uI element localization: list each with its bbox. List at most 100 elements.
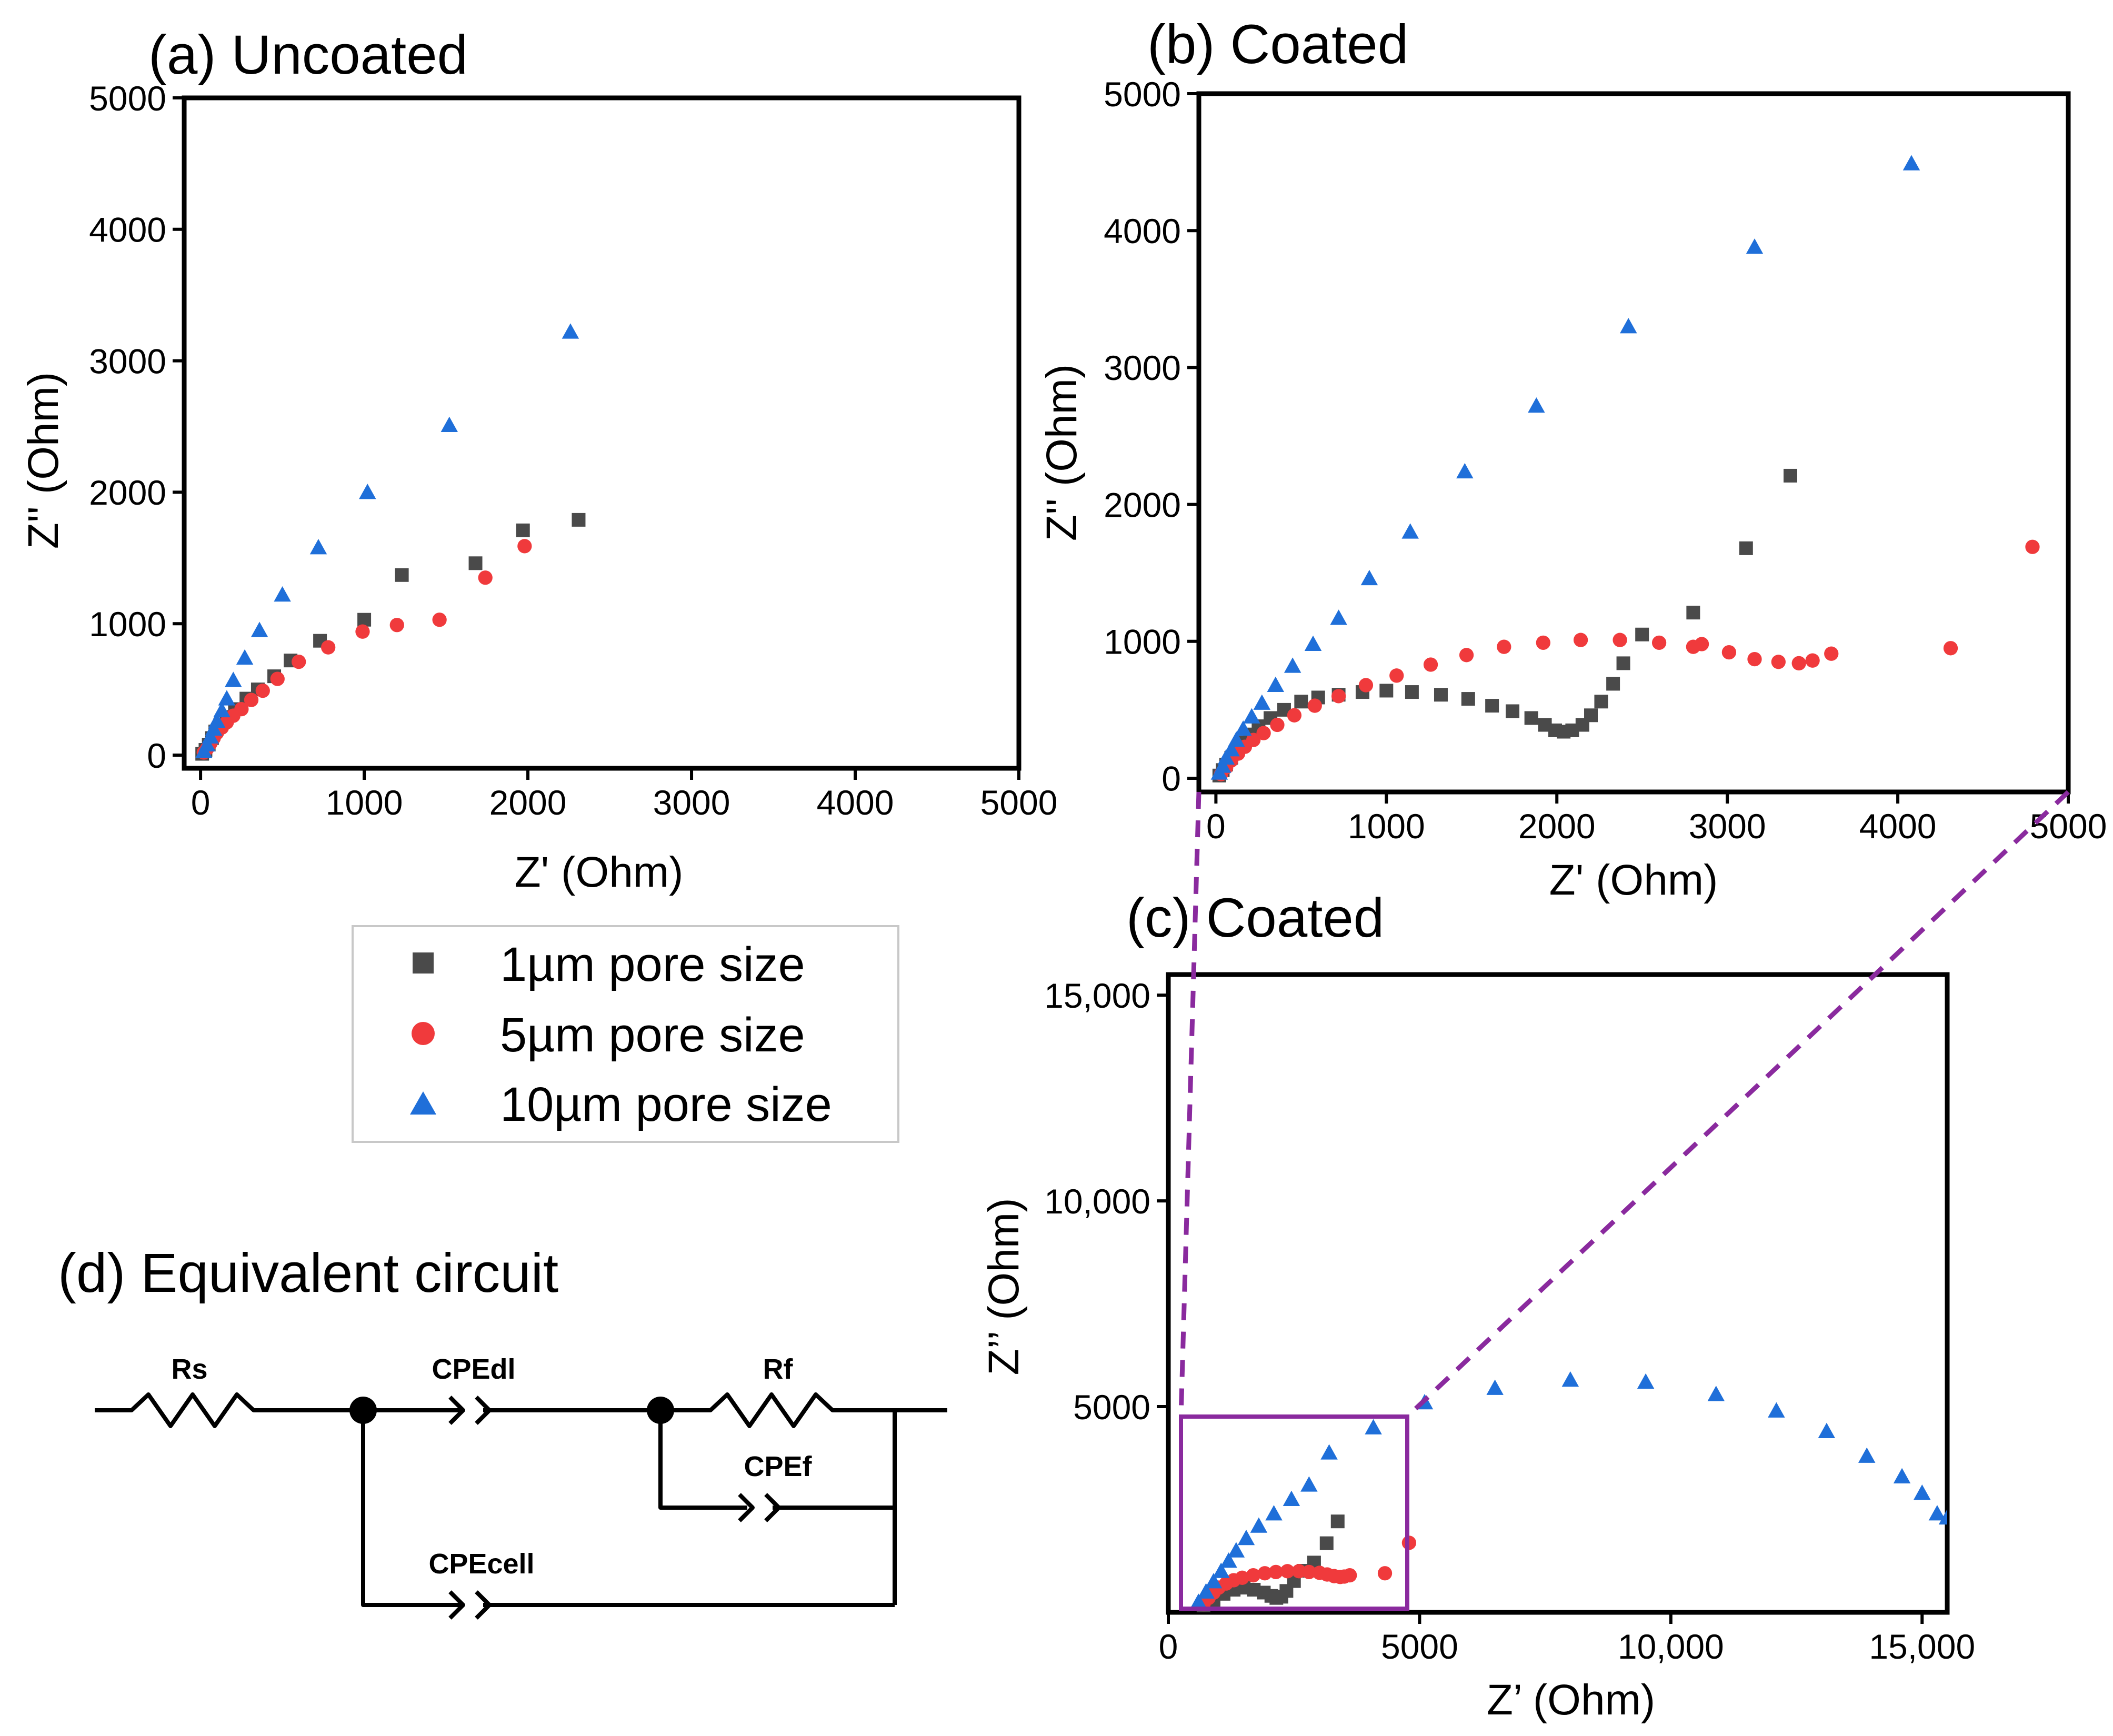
- data-point-square: [1686, 606, 1700, 620]
- y-tick-label: 3000: [89, 342, 166, 380]
- data-point-triangle: [1220, 1552, 1237, 1568]
- resistor-rs: [95, 1392, 363, 1428]
- data-point-square: [516, 523, 530, 537]
- y-tick-label: 5000: [1104, 75, 1181, 114]
- data-point-circle: [1307, 698, 1322, 713]
- data-point-circle: [389, 618, 404, 633]
- data-point-circle: [1824, 646, 1839, 661]
- data-point-triangle: [1707, 1386, 1725, 1401]
- data-point-triangle: [1213, 1562, 1230, 1578]
- resistor-rf: [660, 1392, 947, 1428]
- panel-b-points: [1210, 155, 2040, 782]
- data-point-triangle: [1620, 318, 1637, 334]
- data-point-circle: [255, 683, 270, 698]
- panel-b-coated: (b) Coated 0 1000 2000 3000 4000 5000 0 1000 200…: [1038, 14, 2107, 904]
- panel-b-ticks: 0 1000 2000 3000 4000 5000 0 1000 2000 3000 4000 50…: [1104, 75, 2107, 846]
- panel-b-xlabel: Z' (Ohm): [1549, 856, 1718, 904]
- data-point-triangle: [1561, 1371, 1579, 1387]
- legend-label-1um: 1µm pore size: [500, 938, 805, 991]
- data-point-circle: [1358, 678, 1374, 693]
- data-point-circle: [1613, 633, 1627, 647]
- data-point-circle: [2025, 539, 2040, 554]
- data-point-triangle: [1304, 635, 1322, 651]
- data-point-circle: [1791, 656, 1806, 671]
- zoom-box: [1179, 1414, 1409, 1611]
- data-point-triangle: [274, 586, 291, 602]
- wire-cpecell-left: [361, 1410, 460, 1607]
- y-tick-label: 5000: [89, 79, 166, 118]
- data-point-triangle: [1227, 1542, 1245, 1558]
- data-point-triangle: [1401, 523, 1419, 539]
- x-tick-label: 0: [1159, 1627, 1178, 1666]
- panel-b-frame: [1196, 91, 2071, 795]
- x-tick-label: 2000: [1518, 807, 1596, 846]
- data-point-square: [1379, 684, 1394, 698]
- data-point-triangle: [225, 671, 242, 687]
- y-tick-label: 0: [147, 736, 166, 775]
- data-point-triangle: [1330, 609, 1347, 625]
- data-point-circle: [1268, 1564, 1283, 1580]
- x-tick-label: 5000: [980, 783, 1058, 822]
- x-tick-label: 3000: [653, 783, 730, 822]
- panel-c-xlabel: Z’ (Ohm): [1487, 1676, 1655, 1724]
- panel-c-ylabel: Z’’ (Ohm): [980, 1198, 1028, 1375]
- data-point-circle: [1246, 1568, 1261, 1583]
- data-point-circle: [355, 624, 370, 639]
- data-point-triangle: [359, 484, 376, 499]
- panel-a-points: [195, 323, 586, 761]
- data-point-square: [1330, 1514, 1345, 1529]
- data-point-triangle: [1237, 1530, 1255, 1546]
- data-point-triangle: [218, 690, 236, 706]
- data-point-triangle: [1928, 1505, 1946, 1521]
- panel-a-uncoated: (a) Uncoated 0 1000 2000 3000 4000 5000 0 1000 2…: [19, 24, 1057, 896]
- data-point-circle: [1459, 648, 1474, 663]
- x-tick-label: 1000: [1348, 807, 1425, 846]
- data-point-circle: [292, 655, 306, 669]
- data-point-triangle: [1190, 1593, 1207, 1609]
- data-point-triangle: [1456, 463, 1474, 479]
- panel-c-coated: (c) Coated 0 5000 10,000 15,000 5000 10,000 15…: [980, 887, 1975, 1724]
- panel-a-xlabel: Z' (Ohm): [515, 848, 684, 896]
- data-point-triangle: [562, 323, 579, 339]
- data-point-circle: [244, 693, 259, 707]
- panel-c-points: [1190, 1371, 1947, 1612]
- data-point-circle: [478, 570, 493, 585]
- label-cpedl: CPEdl: [432, 1353, 515, 1385]
- data-point-triangle: [1234, 720, 1252, 736]
- data-point-triangle: [1768, 1402, 1785, 1418]
- y-tick-label: 2000: [1104, 485, 1181, 524]
- data-point-circle: [1343, 1568, 1357, 1583]
- data-point-triangle: [1223, 741, 1240, 757]
- data-point-circle: [1331, 689, 1346, 704]
- data-point-triangle: [1914, 1484, 1931, 1500]
- zoom-line-left: [1178, 791, 1201, 1417]
- data-point-circle: [1497, 639, 1511, 654]
- x-tick-label: 5000: [1381, 1627, 1458, 1666]
- data-point-triangle: [213, 701, 231, 718]
- data-point-triangle: [198, 736, 216, 752]
- data-point-circle: [270, 671, 285, 686]
- data-point-circle: [1423, 657, 1438, 672]
- data-point-circle: [1771, 655, 1786, 669]
- data-point-square: [1434, 688, 1448, 702]
- y-tick-label: 15,000: [1044, 976, 1150, 1015]
- legend-circle-marker: [412, 1022, 435, 1045]
- panel-a-ticks: 0 1000 2000 3000 4000 5000 0 1000 2000 3000 4000 50…: [89, 79, 1057, 822]
- data-point-circle: [234, 701, 249, 717]
- zoom-line-right: [1405, 790, 2070, 1419]
- data-point-square: [1616, 656, 1630, 670]
- data-point-triangle: [1360, 569, 1378, 586]
- data-point-square: [1506, 704, 1520, 718]
- data-point-square: [1606, 677, 1620, 691]
- data-point-triangle: [1265, 1505, 1283, 1521]
- data-point-circle: [1805, 653, 1820, 668]
- y-tick-label: 2000: [89, 473, 166, 512]
- data-point-circle: [432, 613, 447, 627]
- y-tick-label: 4000: [1104, 212, 1181, 250]
- data-point-triangle: [1893, 1468, 1911, 1483]
- panel-c-title: (c) Coated: [1126, 887, 1384, 949]
- x-tick-label: 0: [1206, 807, 1226, 846]
- y-tick-label: 1000: [1104, 623, 1181, 661]
- data-point-square: [1524, 711, 1538, 725]
